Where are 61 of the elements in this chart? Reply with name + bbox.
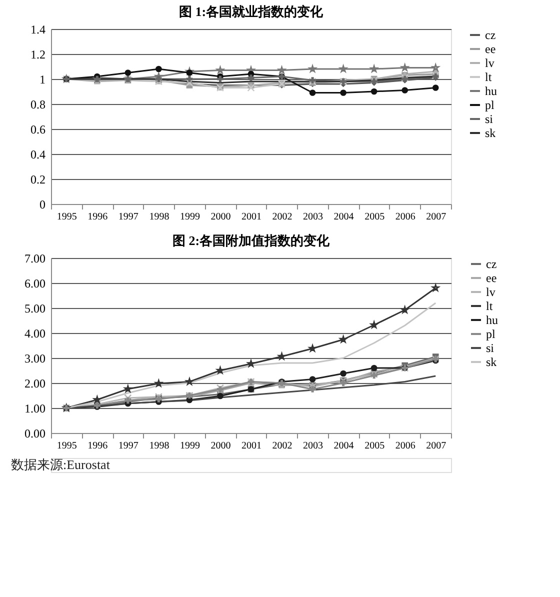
x-tick-label: 2003 bbox=[303, 440, 324, 452]
legend-label: ee bbox=[485, 42, 496, 56]
x-tick-label: 1999 bbox=[180, 212, 200, 222]
legend-label: pl bbox=[486, 327, 496, 341]
legend-label: lt bbox=[486, 299, 494, 313]
x-tick-label: 2000 bbox=[210, 440, 231, 452]
chart-title: 图 1:各国就业指数的变化 bbox=[178, 4, 324, 19]
x-tick-label: 2004 bbox=[334, 440, 354, 452]
legend-label: si bbox=[486, 341, 495, 355]
x-tick-label: 2006 bbox=[395, 212, 416, 222]
legend-label: ee bbox=[486, 271, 497, 285]
x-tick-label: 1998 bbox=[149, 212, 170, 222]
y-tick-label: 1 bbox=[40, 72, 46, 86]
legend-label: si bbox=[485, 112, 494, 126]
x-tick-label: 2003 bbox=[303, 212, 324, 222]
legend-label: lv bbox=[485, 56, 494, 70]
x-tick-label: 1999 bbox=[180, 440, 200, 452]
x-tick-label: 2000 bbox=[210, 212, 231, 222]
y-tick-label: 3.00 bbox=[24, 352, 46, 366]
y-tick-label: 4.00 bbox=[24, 326, 46, 340]
y-tick-label: 0.6 bbox=[30, 122, 46, 136]
x-tick-label: 2005 bbox=[364, 440, 385, 452]
x-tick-label: 1998 bbox=[149, 440, 170, 452]
x-tick-label: 2005 bbox=[364, 212, 385, 222]
legend-label: hu bbox=[485, 84, 497, 98]
legend-label: hu bbox=[486, 313, 498, 327]
y-tick-label: 0.8 bbox=[30, 98, 46, 112]
legend-label: lt bbox=[485, 70, 492, 84]
x-tick-label: 1996 bbox=[88, 440, 108, 452]
x-tick-label: 2002 bbox=[272, 440, 292, 452]
y-tick-label: 0.4 bbox=[30, 148, 46, 162]
y-tick-label: 6.00 bbox=[24, 276, 46, 290]
legend-label: cz bbox=[486, 257, 497, 271]
x-tick-label: 1995 bbox=[56, 212, 77, 222]
chart-title: 图 2:各国附加值指数的变化 bbox=[172, 233, 331, 248]
x-tick-label: 1997 bbox=[118, 440, 138, 452]
legend-label: cz bbox=[485, 28, 496, 42]
y-tick-label: 5.00 bbox=[24, 302, 46, 316]
legend-label: pl bbox=[485, 98, 495, 112]
y-tick-label: 1.4 bbox=[30, 22, 46, 36]
x-tick-label: 1995 bbox=[56, 440, 77, 452]
x-tick-label: 1996 bbox=[88, 212, 108, 222]
y-tick-label: 0.00 bbox=[24, 426, 46, 440]
y-tick-label: 0 bbox=[40, 198, 46, 212]
x-tick-label: 1997 bbox=[118, 212, 138, 222]
y-tick-label: 1.00 bbox=[24, 402, 46, 416]
source-note: 数据来源:Eurostat bbox=[11, 457, 110, 472]
x-tick-label: 2002 bbox=[272, 212, 292, 222]
x-tick-label: 2001 bbox=[242, 440, 262, 452]
x-tick-label: 2007 bbox=[426, 212, 446, 222]
y-tick-label: 1.2 bbox=[30, 48, 46, 62]
x-tick-label: 2001 bbox=[242, 212, 262, 222]
legend-label: lv bbox=[486, 285, 496, 299]
x-tick-label: 2007 bbox=[426, 440, 446, 452]
legend-label: sk bbox=[486, 355, 497, 369]
y-tick-label: 2.00 bbox=[24, 376, 46, 390]
x-tick-label: 2006 bbox=[395, 440, 416, 452]
y-tick-label: 7.00 bbox=[24, 252, 46, 266]
legend-label: sk bbox=[485, 126, 496, 140]
x-tick-label: 2004 bbox=[334, 212, 354, 222]
y-tick-label: 0.2 bbox=[30, 172, 46, 186]
